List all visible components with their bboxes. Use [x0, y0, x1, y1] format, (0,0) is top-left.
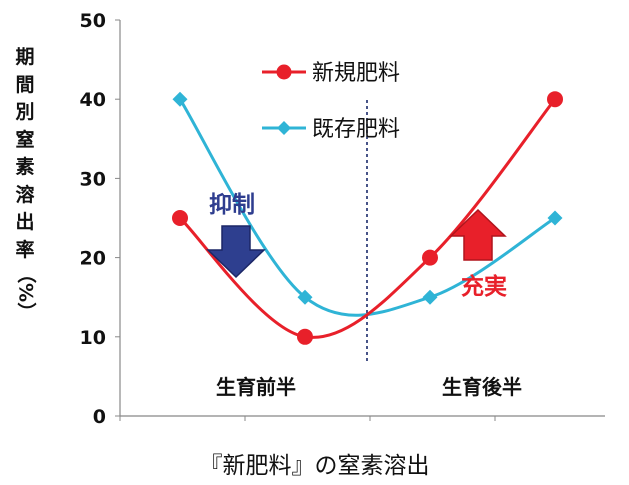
- down-arrow-icon: [206, 225, 266, 279]
- x-axis-label: 『新肥料』の窒素溶出: [199, 453, 430, 479]
- y-axis-label-char: 素: [15, 156, 35, 178]
- curves: [178, 97, 557, 339]
- y-axis-label-char: 率: [15, 238, 35, 261]
- legend-marker: [276, 64, 292, 80]
- data-point: [297, 328, 313, 345]
- data-point: [172, 210, 188, 226]
- y-axis-label-char: 期: [15, 46, 35, 68]
- legend-marker: [277, 121, 291, 135]
- data-point: [422, 289, 438, 305]
- markers: [172, 91, 563, 345]
- legend-label: 既存肥料: [312, 117, 400, 142]
- data-point: [297, 289, 313, 305]
- series-line: [178, 97, 557, 339]
- y-axis-label: 期 間 別 窒 素 溶 出 率 （%）: [10, 44, 40, 321]
- legend-label: 新規肥料: [312, 61, 400, 86]
- data-point: [422, 249, 438, 266]
- up-arrow-icon: [449, 208, 507, 261]
- data-point: [172, 91, 188, 107]
- y-axis-label-char: 溶: [15, 183, 35, 206]
- annotation-label: 充実: [461, 273, 507, 300]
- y-axis-label-char: 間: [15, 73, 35, 96]
- series-line: [178, 97, 557, 317]
- y-tick-label: 20: [80, 248, 106, 270]
- y-axis-label-char: 窒: [15, 128, 35, 151]
- y-axis-label-char: 出: [15, 211, 35, 233]
- y-tick-label: 50: [80, 10, 106, 32]
- y-tick-label: 0: [93, 406, 106, 428]
- y-axis-label-char: 別: [15, 101, 35, 123]
- annotation-label: 抑制: [209, 192, 255, 218]
- region-label: 生育前半: [216, 375, 296, 399]
- axes: 0 10 20 30 40 50 生育前半 生育後半: [80, 10, 605, 428]
- y-axis-label-unit: （%）: [14, 264, 37, 322]
- y-tick-label: 30: [80, 168, 106, 190]
- data-point: [547, 210, 563, 226]
- y-tick-label: 10: [80, 327, 106, 349]
- data-point: [547, 91, 563, 108]
- y-tick-label: 40: [80, 89, 106, 111]
- region-label: 生育後半: [442, 375, 522, 399]
